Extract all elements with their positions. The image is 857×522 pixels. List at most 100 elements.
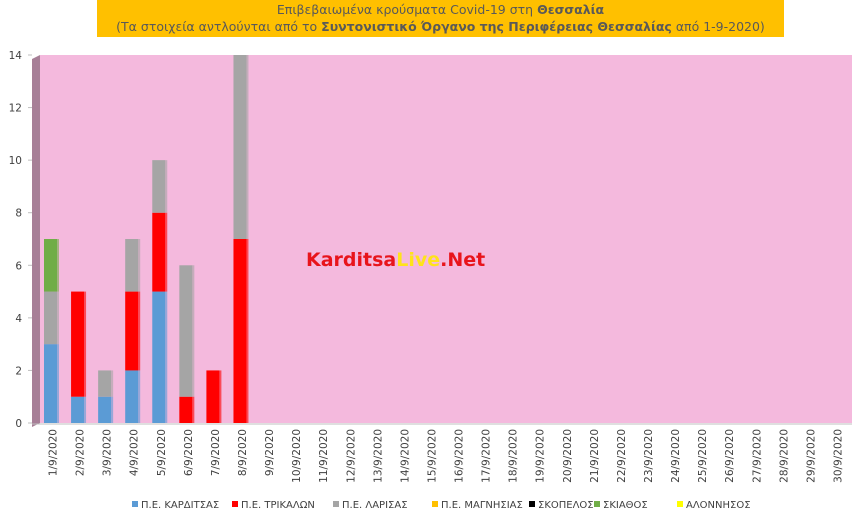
bar-side <box>246 239 249 423</box>
x-tick-label: 28/9/2020 <box>778 429 790 483</box>
bar-segment <box>125 291 139 371</box>
legend-label: Π.Ε. ΛΑΡΙΣΑΣ <box>342 500 408 511</box>
legend-swatch <box>594 501 600 507</box>
watermark-part: Karditsa <box>306 249 396 271</box>
x-tick-label: 18/9/2020 <box>508 429 520 483</box>
watermark: KarditsaLive.Net <box>306 249 485 271</box>
legend-swatch <box>333 501 339 507</box>
x-tick-label: 2/9/2020 <box>75 429 87 476</box>
bar-segment <box>71 396 85 423</box>
bar-side <box>138 239 141 292</box>
legend-swatch <box>529 501 535 507</box>
x-tick-label: 19/9/2020 <box>535 429 547 483</box>
y-tick-label: 10 <box>9 155 22 167</box>
x-tick-label: 3/9/2020 <box>102 429 114 476</box>
bar-segment <box>44 239 57 292</box>
chart-title: Επιβεβαιωμένα κρούσματα Covid-19 στη Θεσ… <box>97 0 784 37</box>
bar-segment <box>98 370 112 397</box>
bar-segment <box>125 239 139 292</box>
y-tick-label: 4 <box>15 313 22 325</box>
legend-label: ΑΛΟΝΝΗΣΟΣ <box>686 500 751 511</box>
x-tick-label: 23/9/2020 <box>643 429 655 483</box>
x-tick-label: 1/9/2020 <box>48 429 60 476</box>
x-tick-label: 9/9/2020 <box>264 429 276 476</box>
x-tick-label: 11/9/2020 <box>318 429 330 483</box>
x-tick-label: 13/9/2020 <box>372 429 384 483</box>
legend-label: ΣΚΙΑΘΟΣ <box>603 500 648 511</box>
title-part: Συντονιστικό Όργανο της Περιφέρειας Θεσσ… <box>321 19 672 34</box>
x-tick-label: 12/9/2020 <box>345 429 357 483</box>
bar-segment <box>44 291 57 345</box>
bar-segment <box>179 265 193 397</box>
title-part: Επιβεβαιωμένα κρούσματα Covid-19 στη <box>276 2 534 17</box>
bar-side <box>219 370 222 423</box>
x-tick-label: 6/9/2020 <box>183 429 195 476</box>
bar-side <box>192 265 195 397</box>
legend-swatch <box>432 501 438 507</box>
legend-label: Π.Ε. ΤΡΙΚΑΛΩΝ <box>241 500 315 511</box>
legend-swatch <box>232 501 238 507</box>
watermark-part: .Net <box>440 249 485 271</box>
bar-segment <box>71 291 85 397</box>
plot-area <box>40 55 852 423</box>
bar-side <box>111 370 114 397</box>
bar-side <box>246 55 249 239</box>
y-tick-label: 12 <box>9 103 22 115</box>
bar-side <box>84 396 87 423</box>
left-wall <box>32 55 40 427</box>
bar-segment <box>125 370 139 423</box>
x-tick-label: 4/9/2020 <box>129 429 141 476</box>
bar-side <box>192 396 195 423</box>
bar-segment <box>44 344 57 423</box>
bar-side <box>138 291 141 371</box>
bar-segment <box>179 396 193 423</box>
x-tick-label: 22/9/2020 <box>616 429 628 483</box>
legend-label: Π.Ε. ΜΑΓΝΗΣΙΑΣ <box>441 500 523 511</box>
x-tick-label: 30/9/2020 <box>832 429 844 483</box>
bar-side <box>165 160 168 213</box>
x-tick-label: 14/9/2020 <box>399 429 411 483</box>
title-part: Θεσσαλία <box>537 2 605 17</box>
legend-label: Π.Ε. ΚΑΡΔΙΤΣΑΣ <box>141 500 219 511</box>
bar-segment <box>233 239 247 423</box>
bar-side <box>57 344 59 423</box>
bar-segment <box>152 212 166 292</box>
title-line: Επιβεβαιωμένα κρούσματα Covid-19 στη Θεσ… <box>97 1 784 18</box>
legend-swatch <box>132 501 138 507</box>
x-tick-label: 10/9/2020 <box>291 429 303 483</box>
x-tick-label: 25/9/2020 <box>697 429 709 483</box>
watermark-part: Live <box>396 249 440 271</box>
x-tick-label: 24/9/2020 <box>670 429 682 483</box>
y-tick-label: 8 <box>15 208 22 220</box>
bar-segment <box>152 160 166 213</box>
title-line: (Τα στοιχεία αντλούνται από το Συντονιστ… <box>97 18 784 35</box>
bar-segment <box>233 55 247 239</box>
title-part: από 1-9-2020) <box>675 19 765 34</box>
legend-label: ΣΚΟΠΕΛΟΣ <box>538 500 594 511</box>
x-tick-label: 5/9/2020 <box>156 429 168 476</box>
bar-segment <box>152 291 166 423</box>
legend-swatch <box>677 501 683 507</box>
x-tick-label: 15/9/2020 <box>426 429 438 483</box>
bar-side <box>57 239 59 292</box>
x-tick-label: 26/9/2020 <box>724 429 736 483</box>
bar-side <box>165 291 168 423</box>
bar-side <box>111 396 114 423</box>
bar-side <box>84 291 87 397</box>
bar-side <box>165 212 168 292</box>
y-tick-label: 6 <box>15 260 22 272</box>
bar-side <box>57 291 59 345</box>
y-tick-label: 14 <box>9 50 23 62</box>
bar-segment <box>206 370 220 423</box>
y-tick-label: 2 <box>15 365 22 377</box>
x-tick-label: 17/9/2020 <box>481 429 493 483</box>
bar-segment <box>98 396 112 423</box>
bar-side <box>138 370 141 423</box>
x-tick-label: 27/9/2020 <box>751 429 763 483</box>
x-tick-label: 20/9/2020 <box>562 429 574 483</box>
x-tick-label: 29/9/2020 <box>805 429 817 483</box>
y-tick-label: 0 <box>15 418 22 430</box>
x-tick-label: 16/9/2020 <box>454 429 466 483</box>
